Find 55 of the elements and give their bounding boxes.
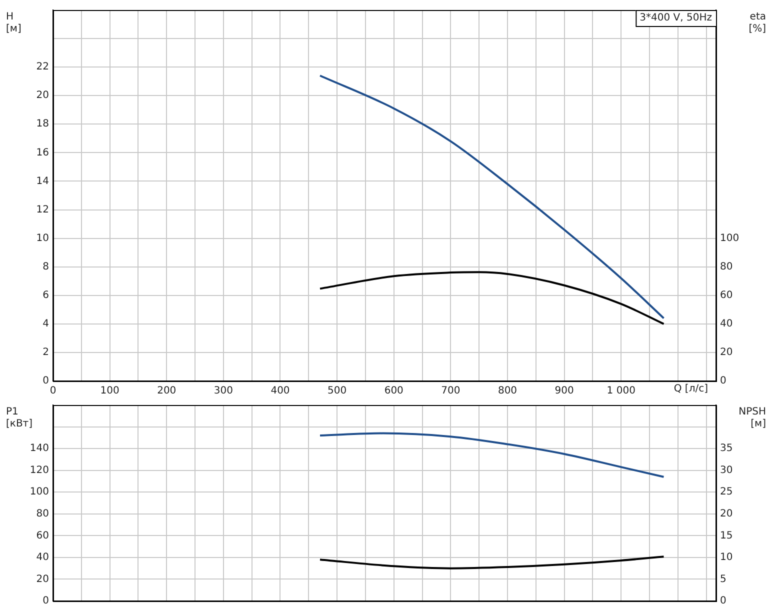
y-tick-label: 40: [36, 552, 49, 564]
y2-tick-label: 100: [720, 232, 740, 244]
y-tick-label: 20: [36, 90, 49, 102]
x-axis-title: Q [л/с]: [674, 384, 708, 395]
y-tick-label: 100: [30, 486, 49, 498]
x-tick-label: 0: [50, 386, 56, 397]
y-tick-label: 0: [42, 596, 49, 607]
y2-tick-label: 20: [720, 508, 733, 520]
y-tick-label: 4: [42, 318, 49, 330]
x-tick-label: 200: [157, 386, 176, 397]
x-tick-label: 100: [100, 386, 120, 397]
x-tick-label: 900: [554, 386, 574, 397]
y-tick-label: 6: [42, 290, 49, 301]
y-axis-title: H [м]: [6, 12, 22, 35]
y2-tick-label: 20: [720, 347, 733, 358]
y-tick-label: 10: [36, 232, 49, 244]
x-tick-label: 800: [498, 386, 518, 397]
y2-tick-label: 25: [720, 486, 733, 498]
line-series: [319, 432, 665, 478]
y2-axis-title: eta [%]: [748, 12, 766, 35]
y2-tick-label: 40: [720, 318, 733, 330]
y2-tick-label: 30: [720, 464, 733, 476]
y2-tick-label: 10: [720, 552, 733, 564]
y-tick-label: 80: [36, 508, 49, 520]
y-tick-label: 60: [36, 530, 49, 542]
y-tick-label: 14: [36, 176, 49, 187]
y2-tick-label: 5: [720, 574, 726, 585]
y-tick-label: 0: [42, 376, 49, 387]
y-tick-label: 22: [36, 62, 49, 73]
chart-title: 3*400 V, 50Hz: [640, 12, 712, 24]
y2-tick-label: 0: [720, 596, 726, 607]
x-tick-label: 400: [270, 386, 290, 397]
y2-axis-title: NPSH [м]: [738, 406, 766, 430]
y-tick-label: 2: [42, 347, 49, 358]
y2-tick-label: 15: [720, 530, 733, 542]
y-tick-label: 8: [42, 261, 49, 272]
y2-tick-label: 35: [720, 443, 733, 454]
x-tick-label: 500: [328, 386, 347, 397]
y-axis-title: P1 [кВт]: [6, 406, 33, 430]
line-series: [319, 74, 665, 320]
y-tick-label: 120: [30, 464, 49, 476]
line-series: [319, 271, 665, 325]
y-tick-label: 18: [36, 118, 49, 130]
y-tick-label: 20: [36, 574, 49, 585]
y2-tick-label: 60: [720, 290, 733, 301]
x-tick-label: 700: [441, 386, 460, 397]
x-tick-label: 600: [384, 386, 404, 397]
x-tick-label: 300: [214, 386, 233, 397]
x-tick-label: 1 000: [606, 386, 636, 397]
y-tick-label: 12: [36, 204, 49, 216]
line-series: [319, 556, 665, 570]
y2-tick-label: 80: [720, 261, 733, 272]
y-tick-label: 16: [36, 147, 49, 158]
y-tick-label: 140: [30, 443, 49, 454]
y2-tick-label: 0: [720, 376, 726, 387]
